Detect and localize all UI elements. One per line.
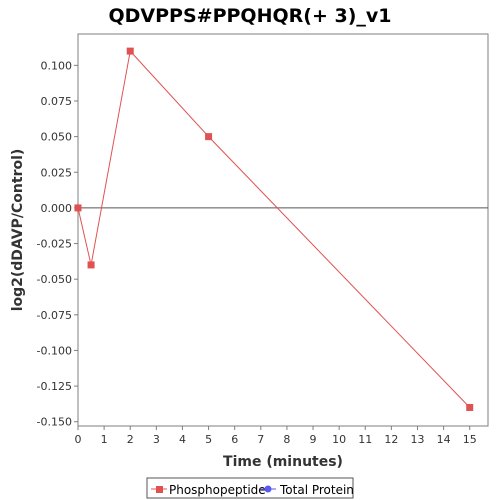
legend-phosphopeptide-label: Phosphopeptide (169, 483, 266, 497)
x-axis-label: Time (minutes) (223, 454, 343, 470)
data-point (87, 261, 95, 269)
x-tick-label: 5 (205, 433, 212, 446)
legend: Phosphopeptide Total Protein (146, 477, 354, 499)
x-tick-label: 12 (384, 433, 398, 446)
x-axis: 0 1 2 3 4 5 6 7 8 9 10 11 12 13 14 15 (75, 426, 477, 446)
legend-phosphopeptide-marker (156, 486, 163, 493)
legend-total-protein-label: Total Protein (279, 483, 354, 497)
y-tick-label: -0.075 (37, 309, 72, 322)
x-tick-label: 3 (153, 433, 160, 446)
x-tick-label: 14 (437, 433, 451, 446)
x-tick-label: 10 (332, 433, 346, 446)
y-tick-label: 0.000 (41, 202, 73, 215)
y-tick-label: 0.050 (41, 131, 73, 144)
data-point (205, 133, 213, 141)
y-axis-label: log2(dDAVP/Control) (10, 149, 26, 312)
y-tick-label: 0.100 (41, 59, 73, 72)
data-point (126, 47, 134, 55)
x-tick-label: 9 (310, 433, 317, 446)
x-tick-label: 8 (283, 433, 290, 446)
y-tick-label: 0.075 (41, 95, 73, 108)
x-tick-label: 6 (231, 433, 238, 446)
plot-area (77, 33, 489, 427)
legend-box (146, 477, 354, 499)
y-tick-label: -0.050 (37, 273, 72, 286)
x-tick-label: 15 (463, 433, 477, 446)
x-tick-label: 4 (179, 433, 186, 446)
y-tick-label: 0.025 (41, 166, 73, 179)
x-tick-label: 7 (257, 433, 264, 446)
x-tick-label: 11 (358, 433, 372, 446)
legend-total-protein-marker (264, 485, 272, 493)
y-tick-label: -0.025 (37, 238, 72, 251)
y-tick-label: -0.100 (37, 344, 72, 357)
series-layer (74, 47, 474, 411)
data-point (466, 403, 474, 411)
x-tick-label: 0 (75, 433, 82, 446)
y-axis: 0.100 0.075 0.050 0.025 0.000 -0.025 -0.050 -0.… (37, 59, 78, 429)
y-tick-label: -0.125 (37, 380, 72, 393)
y-tick-label: -0.150 (37, 416, 72, 429)
data-point (74, 204, 82, 212)
x-tick-label: 1 (101, 433, 108, 446)
x-tick-label: 2 (127, 433, 134, 446)
x-tick-label: 13 (410, 433, 424, 446)
chart-title: QDVPPS#PPQHQR(+ 3)_v1 (109, 5, 392, 27)
